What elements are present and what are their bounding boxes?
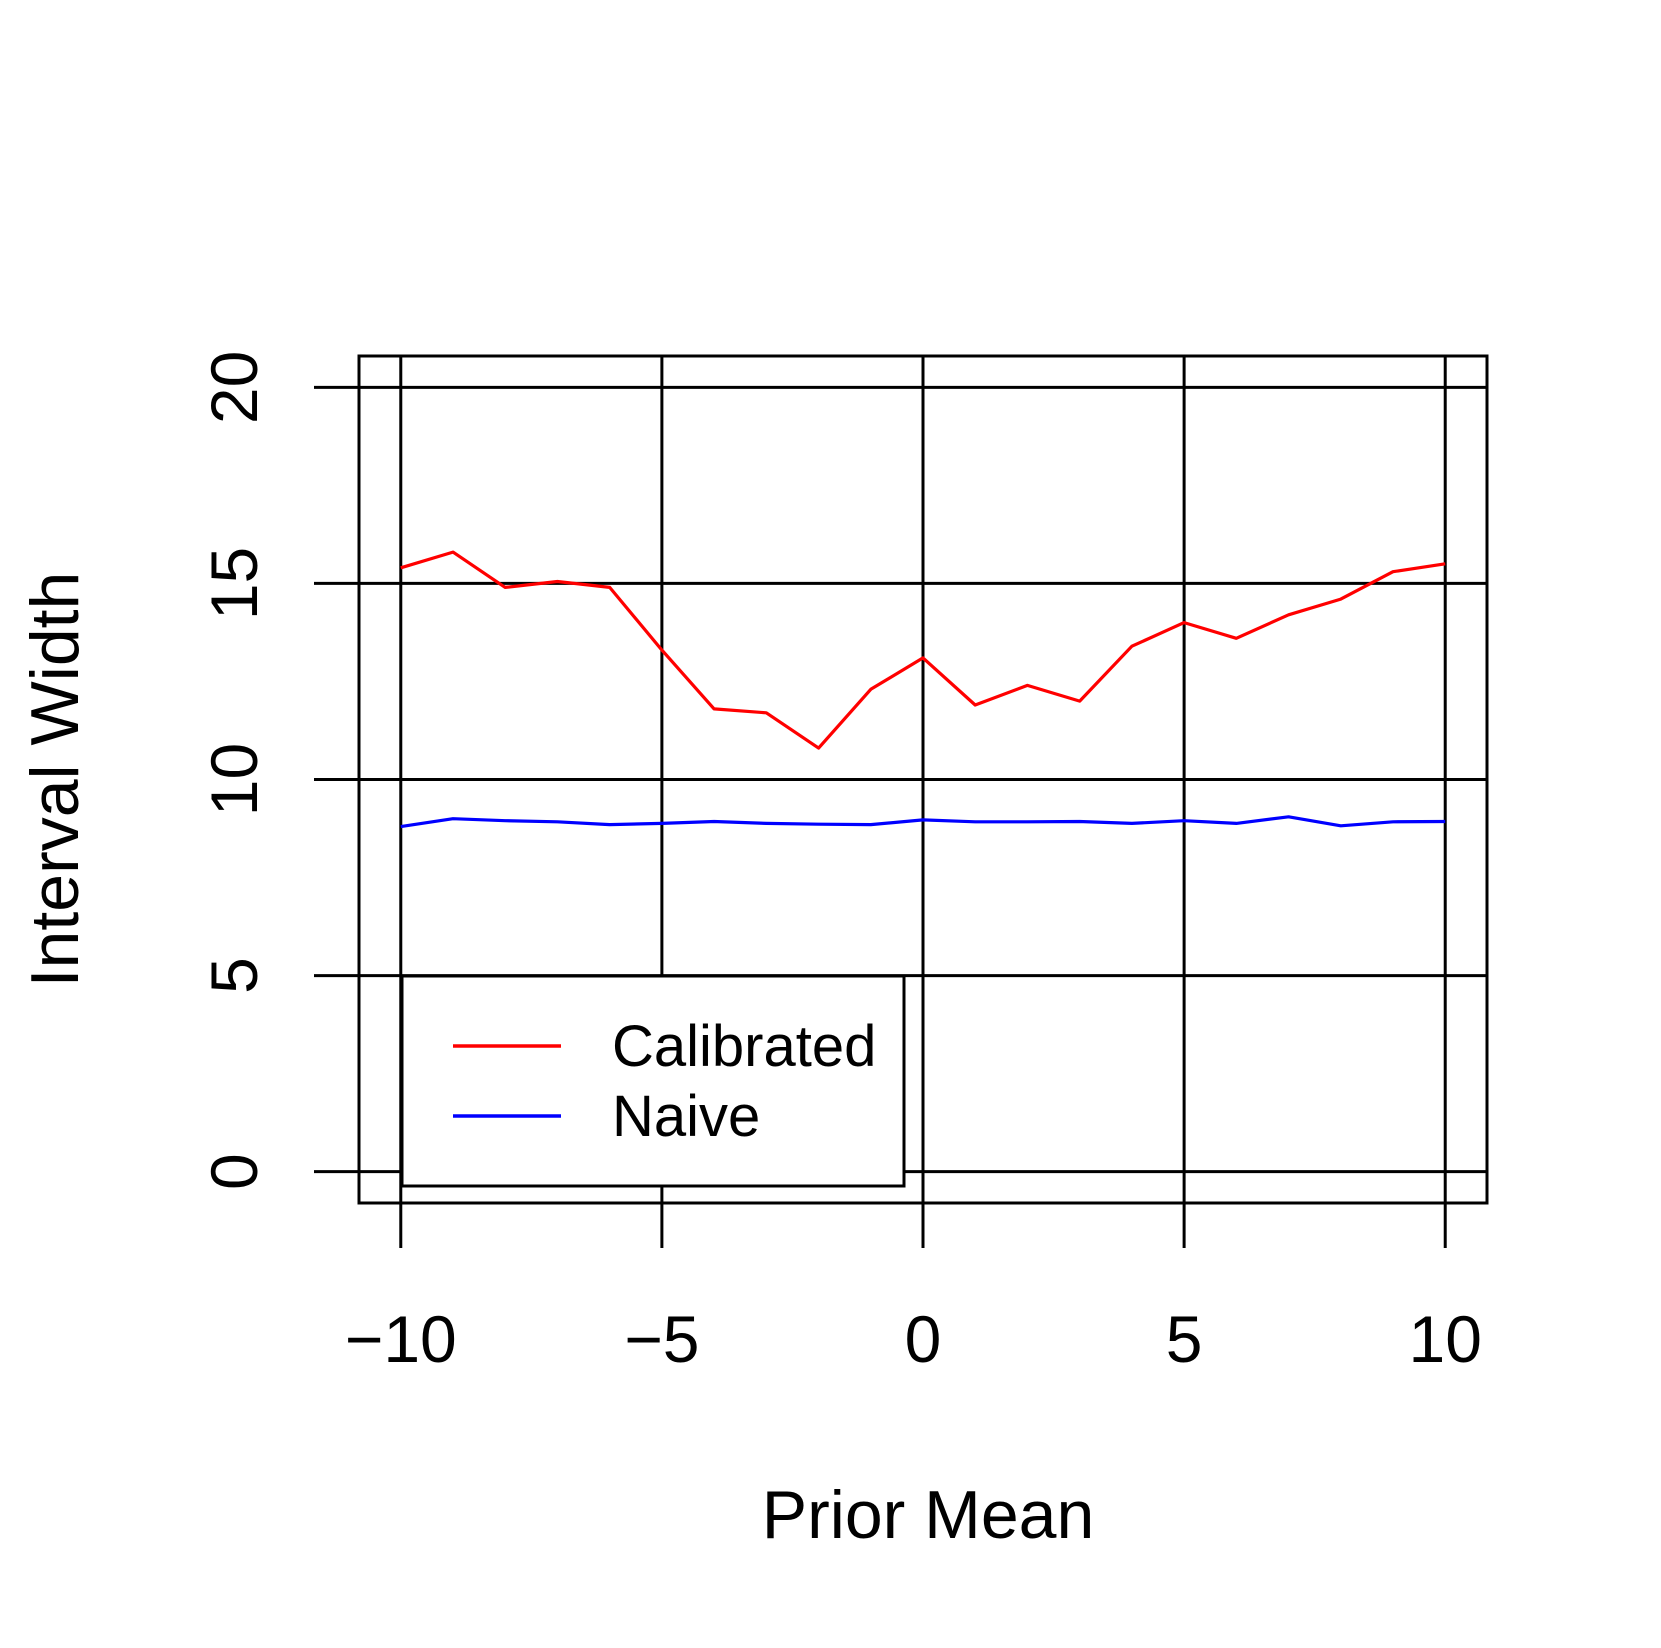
y-tick-label: 15 [197, 547, 271, 620]
x-tick-label: −5 [624, 1302, 699, 1376]
series-line-calibrated [400, 550, 1446, 750]
y-axis-title: Interval Width [17, 572, 93, 988]
x-tick-label: 10 [1409, 1302, 1482, 1376]
legend-label-calibrated: Calibrated [612, 1014, 876, 1079]
legend-box [400, 974, 906, 1188]
axes: −10 −5 0 5 10 0 5 10 15 20 [197, 351, 1489, 1376]
x-tick-label: −10 [345, 1302, 457, 1376]
y-tick-label: 5 [197, 957, 271, 994]
series-lines [400, 550, 1446, 829]
y-tick-label: 0 [197, 1153, 271, 1190]
axis-labels: Prior Mean Interval Width [17, 572, 1094, 1553]
series-line-naive [400, 815, 1446, 829]
y-tick-label: 10 [197, 743, 271, 816]
y-tick-label: 20 [197, 351, 271, 424]
legend-label-naive: Naive [612, 1084, 760, 1149]
x-axis-title: Prior Mean [762, 1477, 1095, 1553]
x-tick-label: 5 [1166, 1302, 1203, 1376]
x-tick-label: 0 [905, 1302, 942, 1376]
